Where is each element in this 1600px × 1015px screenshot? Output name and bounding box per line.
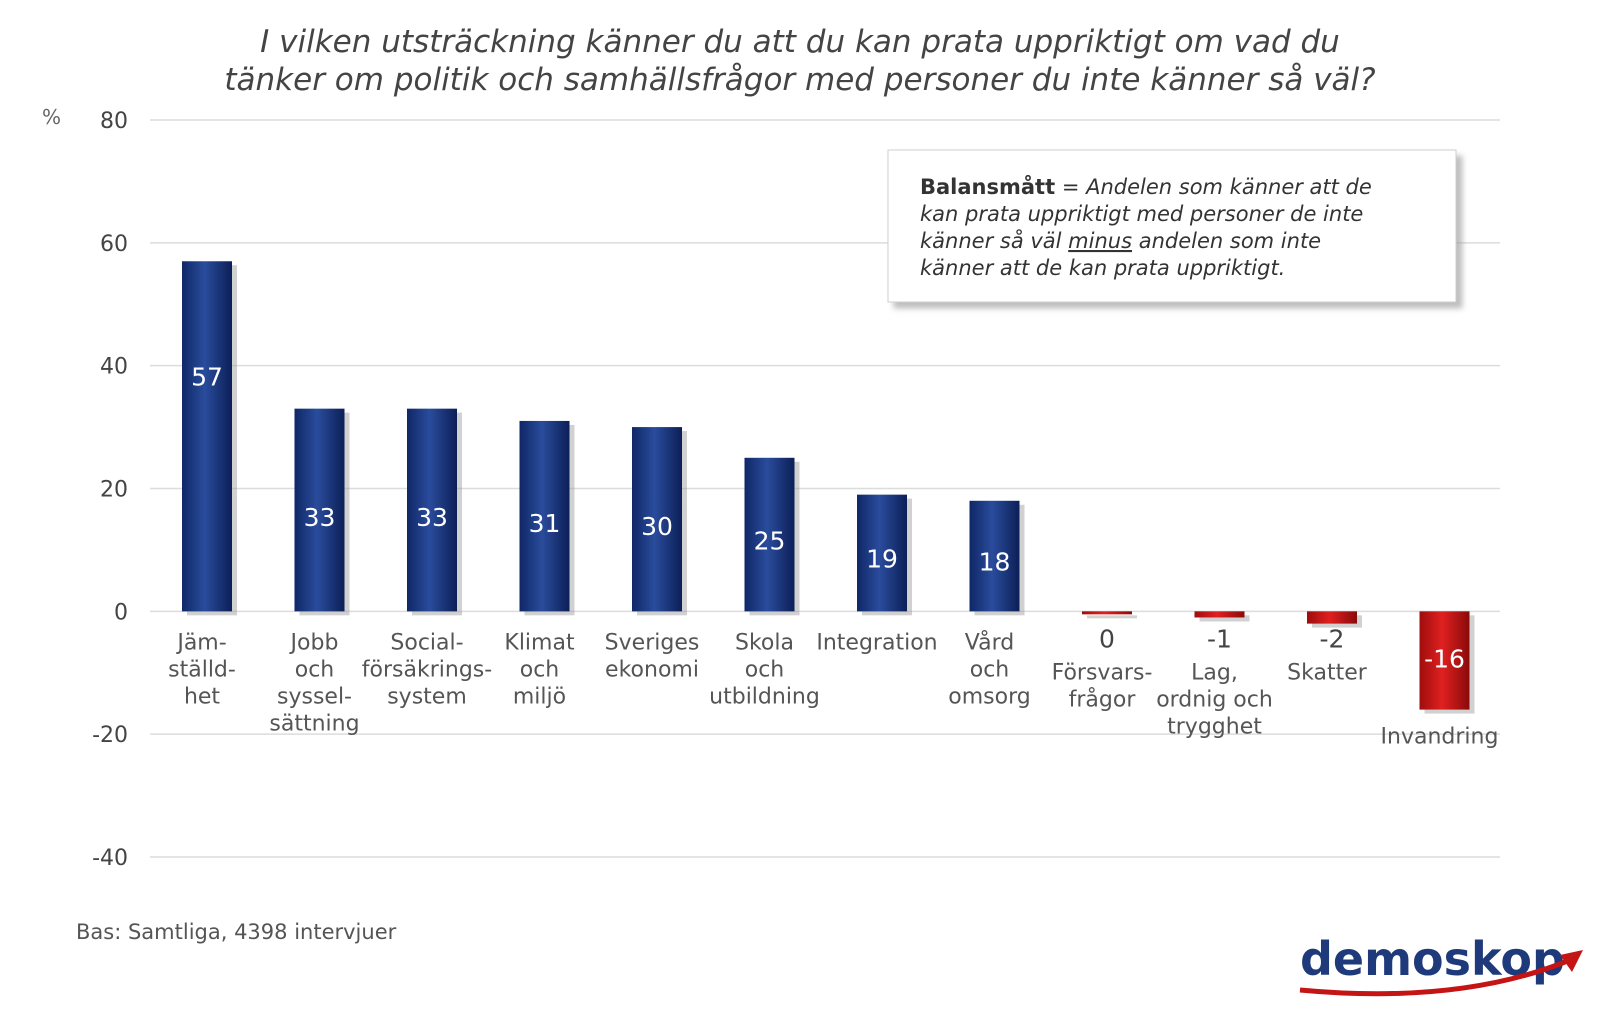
y-tick-label: -40 [92,846,128,871]
category-label: ställd- [168,657,236,682]
category-label: trygghet [1167,714,1262,739]
category-label: utbildning [709,684,820,709]
y-tick-label: 20 [100,478,128,503]
category-label: sättning [269,711,359,736]
category-label: frågor [1069,686,1137,712]
bar [182,261,232,612]
category-label: och [745,657,785,682]
y-tick-label: 40 [100,355,128,380]
bar [969,500,1020,612]
category-label: ekonomi [605,657,699,682]
gridlines [150,119,1500,858]
data-label: -2 [1320,624,1345,653]
data-label: 33 [416,503,448,532]
y-axis-unit: % [42,105,61,129]
bar [1307,611,1357,624]
bar-shadow [1199,615,1250,622]
data-label: 30 [641,512,673,541]
y-tick-label: 0 [114,600,128,625]
base-note: Bas: Samtliga, 4398 intervjuer [76,920,397,944]
category-label: Integration [816,630,937,655]
category-label: Lag, [1191,660,1238,685]
data-label: 57 [191,362,223,391]
bar [857,494,907,612]
category-label: Jäm- [175,630,226,655]
bar [1082,611,1132,615]
category-label: syssel- [277,684,352,709]
note-line-2: kan prata uppriktigt med personer de int… [920,202,1363,226]
category-label: och [520,657,560,682]
data-label: 0 [1099,624,1115,653]
category-label: miljö [513,684,566,709]
logo-text: demoskop [1300,932,1565,986]
category-label: het [184,684,220,709]
category-label: Skatter [1287,660,1368,685]
category-label: och [295,657,335,682]
bar [407,408,457,612]
category-label: Invandring [1381,724,1499,749]
data-label: 18 [979,547,1011,576]
note-line-1: Balansmått = Andelen som känner att de [920,174,1372,199]
category-labels: Jäm-ställd-hetJobbochsyssel-sättningSoci… [168,629,1498,749]
logo-arrow-icon [1560,950,1583,972]
y-tick-label: 60 [100,232,128,257]
bar-shadow [1087,615,1137,619]
y-tick-label: -20 [92,723,128,748]
category-label: Försvars- [1052,660,1153,685]
bar [632,427,682,612]
title-line: I vilken utsträckning känner du att du k… [260,24,1340,60]
data-label: -16 [1424,644,1465,673]
data-label: -1 [1207,624,1232,653]
logo-swoosh-icon [1299,957,1571,997]
category-label: Skola [735,630,794,655]
category-label: ordnig och [1156,687,1273,712]
bar [1194,611,1245,618]
data-label: 25 [754,527,786,556]
category-label: Jobb [289,630,339,655]
chart-title: I vilken utsträckning känner du att du k… [224,24,1375,98]
category-label: Social- [390,630,463,655]
category-label: Klimat [504,630,575,655]
data-labels: 57 33 33 31 30 25 19 18 0 -1 -2 -16 [191,362,1465,673]
data-label: 19 [866,544,898,573]
data-label: 31 [529,509,561,538]
note-line-4: känner att de kan prata uppriktigt. [920,256,1285,280]
data-label: 33 [304,503,336,532]
note-line-3: känner så väl minus andelen som inte [920,228,1321,253]
bar [744,457,795,612]
category-label: omsorg [948,684,1030,709]
y-axis-ticks: 80 60 40 20 0 -20 -40 [92,109,128,871]
category-label: system [387,684,467,709]
category-label: Vård [965,629,1014,655]
bar [294,408,345,612]
category-label: försäkrings- [362,657,492,682]
demoskop-logo: demoskop [1299,932,1583,997]
bar [1419,611,1470,710]
y-tick-label: 80 [100,109,128,134]
category-label: och [970,657,1010,682]
bar [519,420,570,612]
bars [182,261,1475,714]
category-label: Sveriges [605,630,700,655]
balance-note-box: Balansmått = Andelen som känner att de k… [887,149,1457,303]
title-line: tänker om politik och samhällsfrågor med… [224,62,1375,98]
